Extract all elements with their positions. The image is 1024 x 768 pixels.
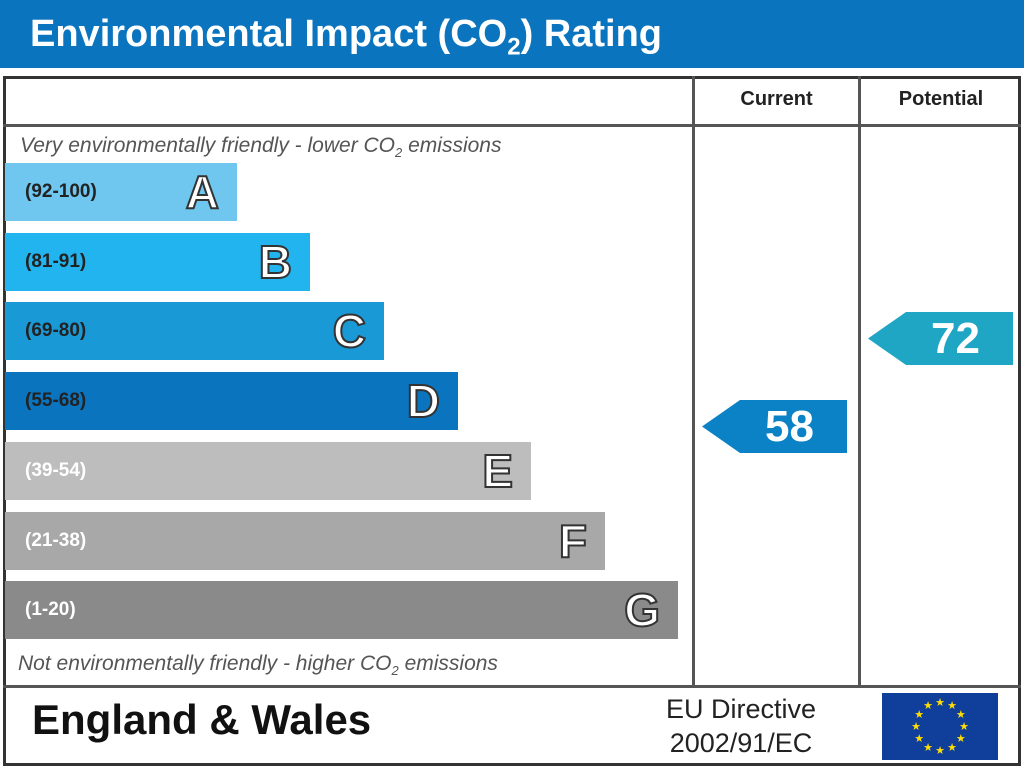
region-label: England & Wales [32, 696, 372, 743]
title-subscript: 2 [507, 33, 521, 61]
band-letter: A [185, 165, 220, 219]
flag-star: ★ [947, 742, 957, 754]
flag-star: ★ [935, 697, 945, 709]
band-bar-c: (69-80) C [5, 302, 384, 360]
bottom-note: Not environmentally friendly - higher CO… [18, 652, 498, 678]
title-text: Environmental Impact (CO [30, 13, 508, 55]
divider [3, 124, 1021, 127]
flag-star: ★ [956, 733, 966, 745]
band-letter: B [258, 235, 293, 289]
eu-flag-icon: ★ ★ ★ ★ ★ ★ ★ ★ ★ ★ ★ ★ [882, 693, 998, 760]
band-range: (69-80) [25, 320, 87, 341]
directive-line2: 2002/91/EC [669, 728, 813, 758]
band-range: (92-100) [25, 181, 97, 202]
band-letter: G [623, 583, 661, 637]
band-bar-d: (55-68) D [5, 372, 458, 430]
band-letter: C [332, 304, 367, 358]
header-current: Current [740, 88, 813, 110]
top-note: Very environmentally friendly - lower CO… [20, 134, 501, 160]
header-potential: Potential [898, 88, 984, 110]
band-range: (39-54) [25, 460, 87, 481]
note-text-end: emissions [402, 134, 502, 157]
flag-star: ★ [923, 742, 933, 754]
divider [3, 685, 1021, 688]
divider [858, 76, 861, 688]
band-bar-e: (39-54) E [5, 442, 531, 500]
note-text: Very environmentally friendly - lower CO [20, 134, 396, 157]
band-letter: F [558, 514, 588, 568]
band-bar-f: (21-38) F [5, 512, 605, 570]
band-letter: E [481, 444, 514, 498]
flag-star: ★ [923, 700, 933, 712]
band-bar-g: (1-20) G [5, 581, 678, 639]
band-range: (81-91) [25, 251, 87, 272]
flag-star: ★ [914, 709, 924, 721]
band-range: (21-38) [25, 530, 87, 551]
note-sub: 2 [391, 663, 399, 679]
flag-star: ★ [935, 745, 945, 757]
flag-star: ★ [914, 733, 924, 745]
note-sub: 2 [395, 145, 403, 161]
flag-star: ★ [911, 721, 921, 733]
band-range: (1-20) [25, 599, 76, 620]
eu-directive: EU Directive 2002/91/EC [666, 692, 816, 760]
chart-title: Environmental Impact (CO2) Rating [0, 0, 1024, 68]
directive-line1: EU Directive [666, 694, 817, 724]
rating-table [3, 76, 1021, 766]
flag-star: ★ [947, 700, 957, 712]
band-letter: D [406, 374, 441, 428]
potential-value: 72 [931, 313, 980, 363]
flag-star: ★ [956, 709, 966, 721]
band-range: (55-68) [25, 390, 87, 411]
note-text-end: emissions [398, 652, 498, 675]
divider [692, 76, 695, 688]
band-bar-b: (81-91) B [5, 233, 310, 291]
current-value: 58 [765, 401, 814, 451]
flag-star: ★ [959, 721, 969, 733]
note-text: Not environmentally friendly - higher CO [18, 652, 392, 675]
title-text-end: ) Rating [520, 13, 662, 55]
band-bar-a: (92-100) A [5, 163, 237, 221]
